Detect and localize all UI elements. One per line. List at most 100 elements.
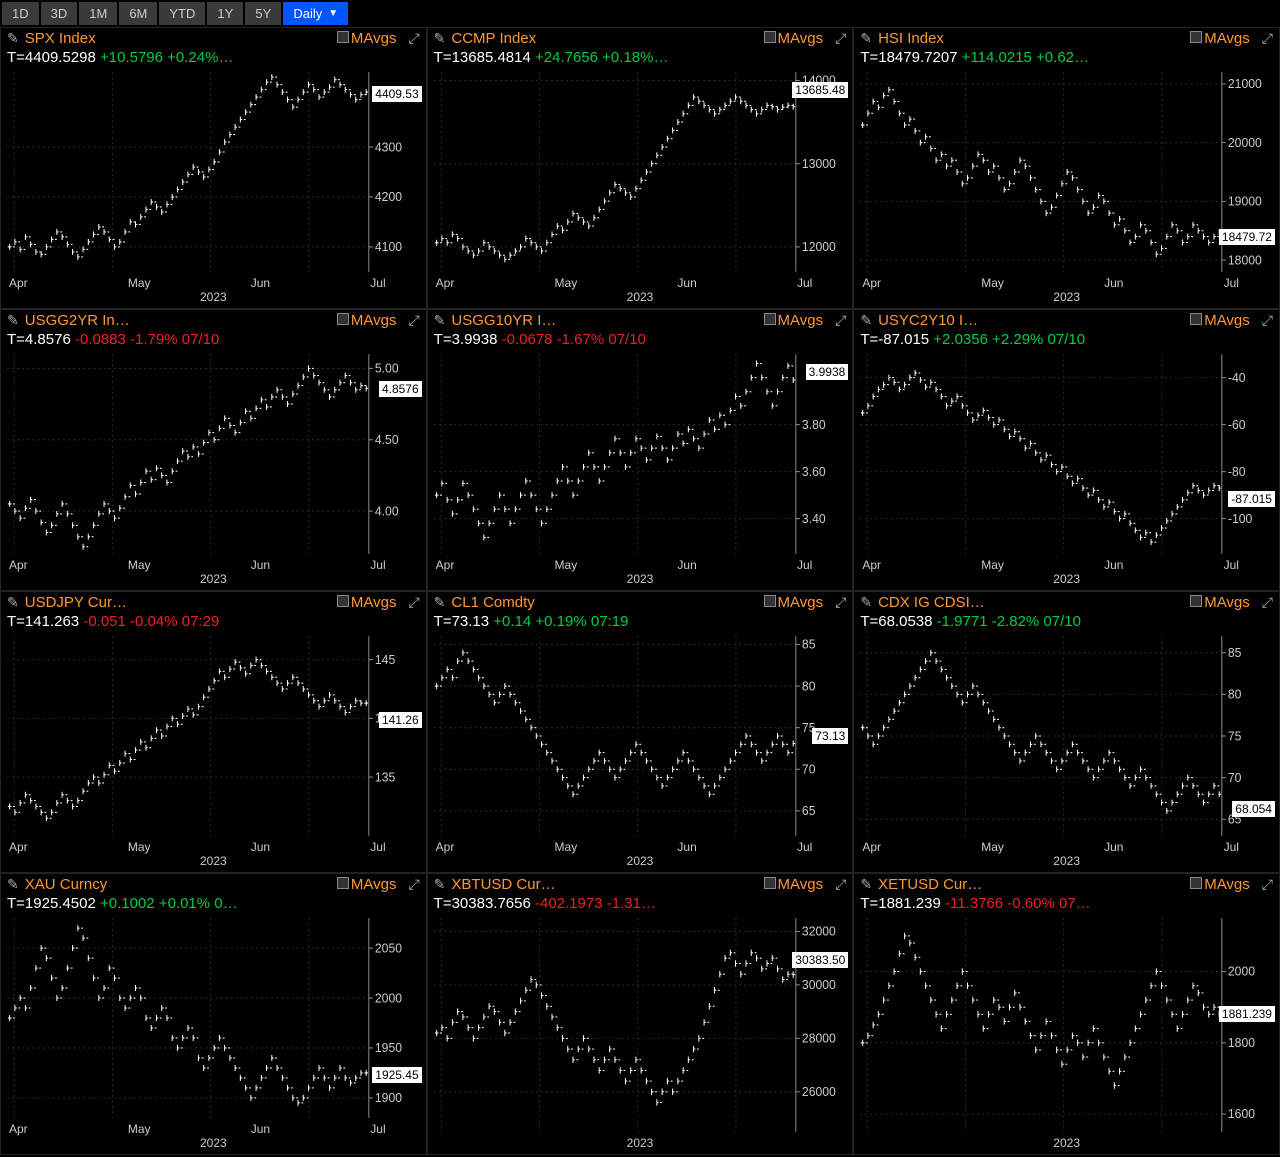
edit-icon[interactable] [860, 594, 872, 611]
year-label: 2023 [1, 290, 426, 308]
svg-text:80: 80 [802, 679, 816, 693]
range-1m-button[interactable]: 1M [79, 2, 117, 25]
mavgs-toggle[interactable]: MAvgs [764, 876, 824, 893]
svg-text:80: 80 [1228, 687, 1242, 701]
mavgs-toggle[interactable]: MAvgs [337, 876, 397, 893]
expand-icon[interactable] [1262, 30, 1273, 47]
chart-area[interactable]: 1600180020001881.239 [858, 916, 1275, 1134]
svg-text:4.50: 4.50 [375, 433, 399, 447]
mavgs-toggle[interactable]: MAvgs [337, 30, 397, 47]
panel-header: CDX IG CDSI…MAvgs [854, 592, 1279, 613]
mavgs-toggle[interactable]: MAvgs [1190, 312, 1250, 329]
year-label: 2023 [854, 290, 1279, 308]
edit-icon[interactable] [434, 594, 446, 611]
stat-line: T=-87.015 +2.0356 +2.29% 07/10 [854, 331, 1279, 350]
edit-icon[interactable] [434, 876, 446, 893]
svg-text:-40: -40 [1228, 371, 1246, 385]
expand-icon[interactable] [1262, 876, 1273, 893]
expand-icon[interactable] [835, 312, 846, 329]
frequency-select[interactable]: Daily [283, 2, 348, 25]
ticker-label: USGG10YR I… [451, 312, 556, 329]
chart-panel-hsi: HSI IndexMAvgsT=18479.7207 +114.0215 +0.… [853, 27, 1280, 309]
panel-header: USYC2Y10 I…MAvgs [854, 310, 1279, 331]
svg-text:4200: 4200 [375, 190, 402, 204]
x-axis: AprMayJunJul [854, 276, 1279, 290]
chart-area[interactable]: 3.403.603.803.9938 [432, 352, 849, 556]
edit-icon[interactable] [7, 594, 19, 611]
chart-area[interactable]: 19001950200020501925.45 [5, 916, 422, 1120]
x-axis: AprMayJunJul [428, 840, 853, 854]
edit-icon[interactable] [7, 876, 19, 893]
expand-icon[interactable] [408, 30, 419, 47]
chart-area[interactable]: 4.004.505.004.8576 [5, 352, 422, 556]
panel-header: USGG2YR In…MAvgs [1, 310, 426, 331]
mavgs-toggle[interactable]: MAvgs [764, 312, 824, 329]
chart-panel-usgg2yr: USGG2YR In…MAvgsT=4.8576 -0.0883 -1.79% … [0, 309, 427, 591]
panel-header: XETUSD Cur…MAvgs [854, 874, 1279, 895]
mavgs-toggle[interactable]: MAvgs [337, 594, 397, 611]
stat-line: T=68.0538 -1.9771 -2.82% 07/10 [854, 613, 1279, 632]
chart-area[interactable]: 4100420043004409.53 [5, 70, 422, 274]
chart-panel-spx: SPX IndexMAvgsT=4409.5298 +10.5796 +0.24… [0, 27, 427, 309]
range-1y-button[interactable]: 1Y [207, 2, 243, 25]
edit-icon[interactable] [434, 312, 446, 329]
svg-text:5.00: 5.00 [375, 361, 399, 375]
mavgs-toggle[interactable]: MAvgs [764, 30, 824, 47]
year-label: 2023 [854, 1136, 1279, 1154]
expand-icon[interactable] [408, 312, 419, 329]
last-price-tag: 1881.239 [1219, 1006, 1275, 1022]
edit-icon[interactable] [860, 876, 872, 893]
chart-area[interactable]: 657075808573.13 [432, 634, 849, 838]
range-1d-button[interactable]: 1D [2, 2, 39, 25]
edit-icon[interactable] [7, 30, 19, 47]
range-3d-button[interactable]: 3D [41, 2, 78, 25]
last-price-tag: 1925.45 [372, 1067, 421, 1083]
x-axis: AprMayJunJul [854, 558, 1279, 572]
x-axis: AprMayJunJul [1, 558, 426, 572]
expand-icon[interactable] [835, 594, 846, 611]
ticker-label: XAU Curncy [25, 876, 108, 893]
svg-text:75: 75 [1228, 729, 1242, 743]
panel-header: HSI IndexMAvgs [854, 28, 1279, 49]
panel-header: USDJPY Cur…MAvgs [1, 592, 426, 613]
chart-area[interactable]: 2600028000300003200030383.50 [432, 916, 849, 1134]
edit-icon[interactable] [434, 30, 446, 47]
last-price-tag: -87.015 [1228, 491, 1275, 507]
mavgs-toggle[interactable]: MAvgs [1190, 30, 1250, 47]
edit-icon[interactable] [860, 30, 872, 47]
last-price-tag: 3.9938 [806, 364, 849, 380]
stat-line: T=4.8576 -0.0883 -1.79% 07/10 [1, 331, 426, 350]
chart-area[interactable]: -40-60-80-100-87.015 [858, 352, 1275, 556]
stat-line: T=18479.7207 +114.0215 +0.62… [854, 49, 1279, 68]
expand-icon[interactable] [1262, 594, 1273, 611]
expand-icon[interactable] [1262, 312, 1273, 329]
expand-icon[interactable] [408, 876, 419, 893]
svg-text:3.40: 3.40 [802, 512, 826, 526]
svg-text:2000: 2000 [1228, 965, 1255, 979]
edit-icon[interactable] [7, 312, 19, 329]
mavgs-toggle[interactable]: MAvgs [1190, 876, 1250, 893]
range-ytd-button[interactable]: YTD [159, 2, 205, 25]
svg-text:13000: 13000 [802, 157, 836, 171]
chart-area[interactable]: 657075808568.054 [858, 634, 1275, 838]
chart-area[interactable]: 12000130001400013685.48 [432, 70, 849, 274]
expand-icon[interactable] [835, 30, 846, 47]
expand-icon[interactable] [408, 594, 419, 611]
chart-panel-xet: XETUSD Cur…MAvgsT=1881.239 -11.3766 -0.6… [853, 873, 1280, 1155]
year-label: 2023 [1, 1136, 426, 1154]
chart-area[interactable]: 1800019000200002100018479.72 [858, 70, 1275, 274]
range-6m-button[interactable]: 6M [119, 2, 157, 25]
range-5y-button[interactable]: 5Y [245, 2, 281, 25]
chart-area[interactable]: 135140145141.26 [5, 634, 422, 838]
chart-panel-cl1: CL1 ComdtyMAvgsT=73.13 +0.14 +0.19% 07:1… [427, 591, 854, 873]
timeframe-toolbar: 1D3D1M6MYTD1Y5YDaily [0, 0, 1280, 27]
edit-icon[interactable] [860, 312, 872, 329]
mavgs-toggle[interactable]: MAvgs [337, 312, 397, 329]
mavgs-toggle[interactable]: MAvgs [764, 594, 824, 611]
stat-line: T=1881.239 -11.3766 -0.60% 07… [854, 895, 1279, 914]
expand-icon[interactable] [835, 876, 846, 893]
svg-text:135: 135 [375, 770, 395, 784]
year-label: 2023 [854, 854, 1279, 872]
chart-panel-xau: XAU CurncyMAvgsT=1925.4502 +0.1002 +0.01… [0, 873, 427, 1155]
mavgs-toggle[interactable]: MAvgs [1190, 594, 1250, 611]
